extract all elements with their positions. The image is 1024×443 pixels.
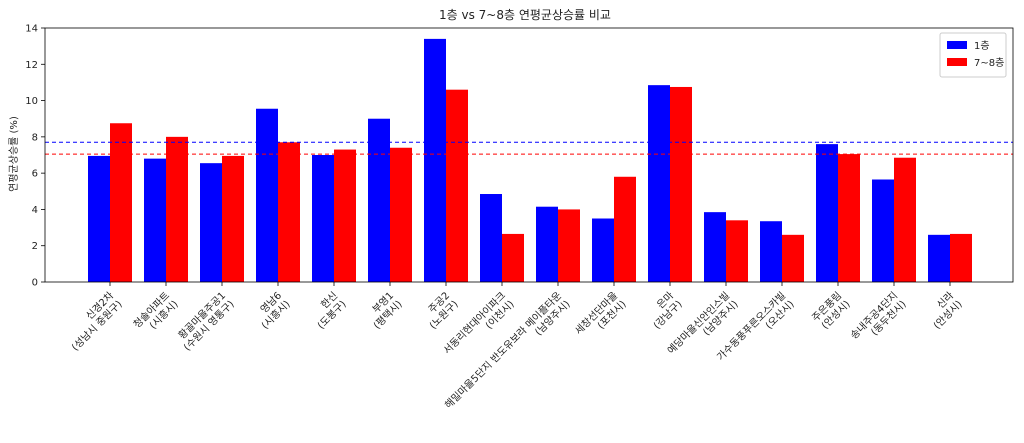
y-tick-label: 14 bbox=[25, 24, 38, 35]
bar-series1 bbox=[312, 155, 334, 282]
bar-series2 bbox=[558, 209, 580, 282]
bar-series1 bbox=[256, 108, 278, 282]
y-tick-label: 0 bbox=[32, 278, 38, 289]
bar-series2 bbox=[502, 233, 524, 282]
bar-series1 bbox=[816, 144, 838, 282]
chart-title: 1층 vs 7~8층 연평균상승률 비교 bbox=[439, 8, 611, 22]
bar-series1 bbox=[144, 158, 166, 282]
bar-series2 bbox=[894, 157, 916, 282]
bar-series2 bbox=[446, 89, 468, 282]
bar-series2 bbox=[390, 147, 412, 282]
bar-series1 bbox=[536, 206, 558, 282]
y-tick-label: 6 bbox=[32, 169, 38, 180]
bar-series1 bbox=[592, 218, 614, 282]
legend-box bbox=[939, 32, 1007, 78]
y-tick-label: 8 bbox=[32, 132, 38, 143]
bar-series2 bbox=[166, 136, 188, 282]
y-tick-label: 2 bbox=[32, 241, 38, 252]
bar-series2 bbox=[334, 149, 356, 282]
legend-swatch bbox=[947, 58, 967, 66]
bar-series1 bbox=[760, 221, 782, 282]
y-tick-label: 4 bbox=[32, 205, 38, 216]
bar-series1 bbox=[872, 179, 894, 282]
y-tick-label: 10 bbox=[25, 96, 38, 107]
bar-series1 bbox=[368, 118, 390, 282]
bar-series1 bbox=[704, 212, 726, 282]
bar-series2 bbox=[278, 142, 300, 282]
bar-series2 bbox=[726, 220, 748, 282]
legend-swatch bbox=[947, 41, 967, 49]
bar-series1 bbox=[648, 85, 670, 283]
bar-series2 bbox=[782, 234, 804, 282]
bar-series2 bbox=[670, 86, 692, 282]
bar-series2 bbox=[222, 155, 244, 282]
bar-series1 bbox=[424, 38, 446, 283]
legend: 1층 7~8층 bbox=[939, 32, 1007, 78]
plot-frame bbox=[44, 27, 1014, 283]
bar-series2 bbox=[110, 123, 132, 282]
bar-series2 bbox=[614, 176, 636, 282]
bar-series1 bbox=[200, 163, 222, 282]
bar-series1 bbox=[88, 155, 110, 282]
legend-label: 7~8층 bbox=[974, 57, 1004, 69]
y-tick-label: 12 bbox=[25, 60, 38, 71]
y-axis-label: 연평균상승률 (%) bbox=[8, 116, 20, 192]
legend-label: 1층 bbox=[974, 40, 990, 52]
bar-series2 bbox=[838, 154, 860, 282]
bar-series2 bbox=[950, 233, 972, 282]
bar-series1 bbox=[480, 194, 502, 282]
bar-series1 bbox=[928, 234, 950, 282]
